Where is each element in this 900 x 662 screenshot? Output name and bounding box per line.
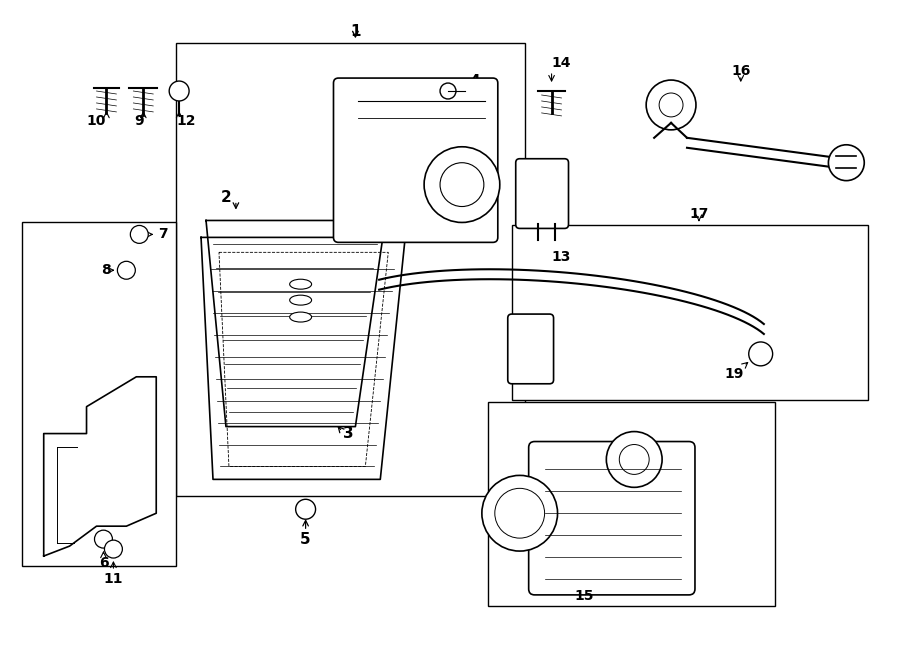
Text: 19: 19: [724, 367, 743, 381]
Circle shape: [659, 93, 683, 117]
FancyBboxPatch shape: [528, 442, 695, 595]
Text: 16: 16: [731, 64, 751, 78]
Text: 13: 13: [552, 250, 572, 264]
Circle shape: [482, 475, 557, 551]
Text: 15: 15: [575, 589, 594, 603]
Polygon shape: [44, 377, 157, 556]
FancyBboxPatch shape: [176, 43, 525, 496]
Circle shape: [169, 81, 189, 101]
Text: 5: 5: [301, 532, 310, 547]
FancyBboxPatch shape: [508, 314, 554, 384]
Circle shape: [619, 444, 649, 475]
Text: 18: 18: [522, 347, 541, 361]
FancyBboxPatch shape: [512, 226, 868, 400]
Polygon shape: [201, 238, 405, 479]
FancyBboxPatch shape: [334, 78, 498, 242]
Circle shape: [440, 83, 456, 99]
Circle shape: [749, 342, 772, 366]
Circle shape: [495, 489, 544, 538]
FancyBboxPatch shape: [488, 402, 775, 606]
Text: 3: 3: [343, 426, 354, 441]
Circle shape: [646, 80, 696, 130]
Circle shape: [440, 163, 484, 207]
Text: 17: 17: [689, 207, 708, 222]
Text: 8: 8: [102, 263, 112, 277]
Circle shape: [94, 530, 112, 548]
Text: 12: 12: [176, 114, 196, 128]
FancyBboxPatch shape: [516, 159, 569, 228]
Circle shape: [296, 499, 316, 519]
Text: 6: 6: [99, 556, 108, 570]
Text: 9: 9: [134, 114, 144, 128]
Circle shape: [117, 261, 135, 279]
Text: 10: 10: [86, 114, 106, 128]
Text: 1: 1: [350, 24, 361, 39]
Text: 14: 14: [552, 56, 572, 70]
Text: 2: 2: [220, 190, 231, 205]
Ellipse shape: [290, 312, 311, 322]
Circle shape: [424, 147, 500, 222]
Circle shape: [130, 226, 148, 244]
Circle shape: [828, 145, 864, 181]
Circle shape: [104, 540, 122, 558]
Ellipse shape: [290, 295, 311, 305]
Ellipse shape: [290, 279, 311, 289]
Text: 7: 7: [158, 228, 168, 242]
Text: 11: 11: [104, 572, 123, 586]
FancyBboxPatch shape: [22, 222, 176, 566]
Polygon shape: [206, 220, 385, 426]
Circle shape: [607, 432, 662, 487]
Text: 4: 4: [470, 73, 481, 89]
